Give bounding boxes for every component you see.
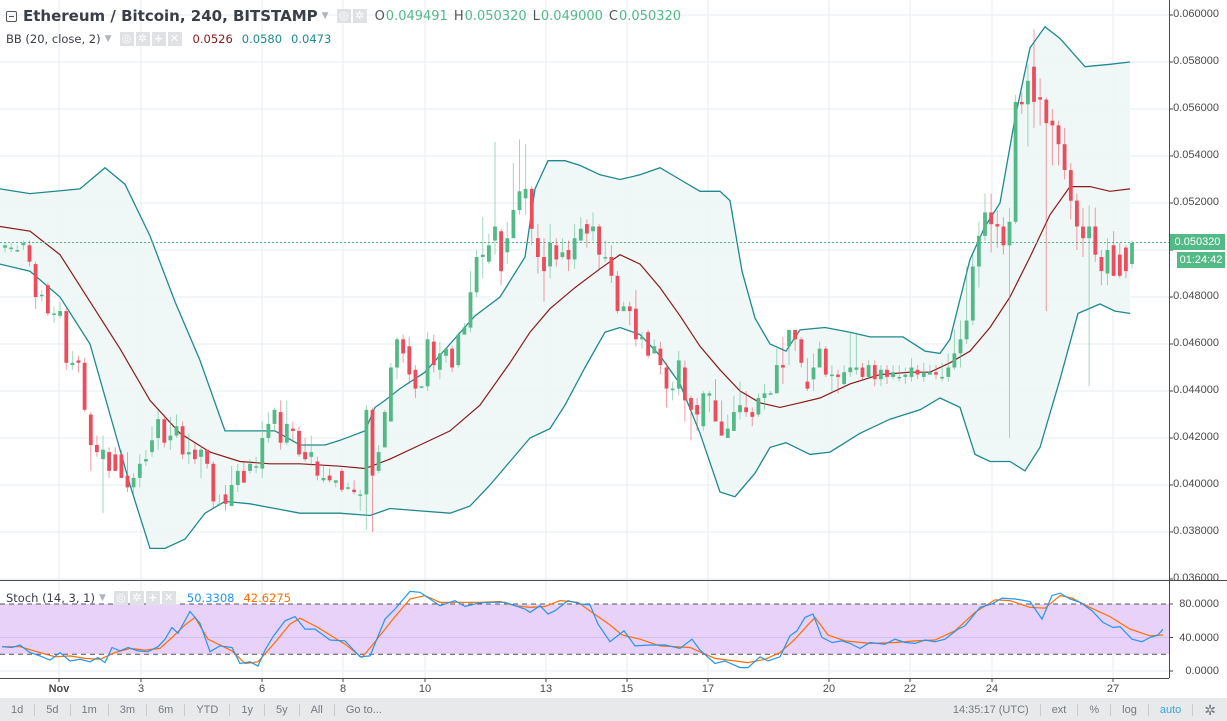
chevron-down-icon[interactable]: ▼ <box>321 11 329 21</box>
chart-canvas[interactable] <box>0 0 1227 698</box>
price-axis-label: 0.036000 <box>1173 572 1219 584</box>
price-axis-label: 0.042000 <box>1173 431 1219 443</box>
scale-controls: 14:35:17 (UTC) ext % log auto ✲ <box>942 703 1227 717</box>
price-axis-label: 0.048000 <box>1173 290 1219 302</box>
auto-scale-toggle[interactable]: auto <box>1147 703 1192 716</box>
low-label: L <box>532 8 540 24</box>
close-label: C <box>608 8 618 24</box>
price-axis-label: 0.040000 <box>1173 478 1219 490</box>
range-5y[interactable]: 5y <box>265 703 300 716</box>
price-axis-label: 0.056000 <box>1173 102 1219 114</box>
range-1d[interactable]: 1d <box>0 703 36 716</box>
time-axis-label: 13 <box>539 683 553 695</box>
low-value: 0.049000 <box>540 8 603 24</box>
eye-icon[interactable]: ◎ <box>119 32 134 46</box>
price-axis-label: 0.038000 <box>1173 525 1219 537</box>
symbol-title[interactable]: Ethereum / Bitcoin, 240, BITSTAMP <box>23 7 318 25</box>
range-all[interactable]: All <box>300 703 335 716</box>
gear-icon[interactable]: ✲ <box>129 591 144 605</box>
time-axis-label: 27 <box>1106 683 1120 695</box>
stoch-d-value: 42.6275 <box>243 591 292 605</box>
gear-icon[interactable]: ✲ <box>352 9 367 23</box>
chevron-down-icon[interactable]: ▼ <box>104 34 112 44</box>
price-axis-label: 0.044000 <box>1173 384 1219 396</box>
current-price-tag: 0.050320 <box>1170 234 1225 250</box>
open-value: 0.049491 <box>385 8 448 24</box>
price-axis-label: 0.058000 <box>1173 55 1219 67</box>
bb-upper-value: 0.0580 <box>241 32 283 46</box>
time-axis-label: 17 <box>701 683 715 695</box>
stoch-legend: Stoch (14, 3, 1) ▼ ◎ ✲ + ✕ 50.3308 42.62… <box>6 591 291 605</box>
range-ytd[interactable]: YTD <box>185 703 231 716</box>
price-axis-label: 0.052000 <box>1173 196 1219 208</box>
extended-hours-toggle[interactable]: ext <box>1039 703 1078 716</box>
eye-icon[interactable]: ◎ <box>113 591 128 605</box>
price-axis-label: 0.046000 <box>1173 337 1219 349</box>
utc-clock[interactable]: 14:35:17 (UTC) <box>952 703 1029 716</box>
high-label: H <box>453 8 464 24</box>
close-value: 0.050320 <box>619 8 682 24</box>
plus-icon[interactable]: + <box>145 591 160 605</box>
range-3m[interactable]: 3m <box>109 703 148 716</box>
time-axis-label: 24 <box>985 683 999 695</box>
bb-basis-value: 0.0526 <box>192 32 233 46</box>
time-axis-label: 20 <box>822 683 836 695</box>
stoch-axis-80: 80.0000 <box>1179 598 1219 610</box>
time-axis-label: Nov <box>48 683 70 695</box>
open-label: O <box>374 8 385 24</box>
time-axis-label: 15 <box>620 683 634 695</box>
time-axis-label: 22 <box>903 683 917 695</box>
high-value: 0.050320 <box>464 8 527 24</box>
bb-label[interactable]: BB (20, close, 2) <box>6 32 101 46</box>
gear-icon[interactable]: ✲ <box>135 32 150 46</box>
stoch-axis-40: 40.0000 <box>1179 632 1219 644</box>
bb-legend: BB (20, close, 2) ▼ ◎ ✲ + ✕ 0.0526 0.058… <box>6 32 331 46</box>
time-axis-label: 3 <box>137 683 145 695</box>
percent-scale-toggle[interactable]: % <box>1077 703 1110 716</box>
stoch-label[interactable]: Stoch (14, 3, 1) <box>6 591 95 605</box>
symbol-legend: Ethereum / Bitcoin, 240, BITSTAMP ▼ ◎ ✲ … <box>6 7 681 25</box>
eye-icon[interactable]: ◎ <box>336 9 351 23</box>
close-icon[interactable]: ✕ <box>167 32 182 46</box>
price-axis-label: 0.054000 <box>1173 149 1219 161</box>
plus-icon[interactable]: + <box>151 32 166 46</box>
time-axis-label: 10 <box>418 683 432 695</box>
gear-icon[interactable]: ✲ <box>1192 703 1227 717</box>
stoch-axis-0: 0.0000 <box>1185 665 1219 677</box>
chevron-down-icon[interactable]: ▼ <box>98 593 106 603</box>
candles <box>3 29 1134 532</box>
log-scale-toggle[interactable]: log <box>1110 703 1148 716</box>
stoch-k-value: 50.3308 <box>186 591 235 605</box>
range-1y[interactable]: 1y <box>230 703 265 716</box>
collapse-icon[interactable] <box>6 10 17 22</box>
range-6m[interactable]: 6m <box>147 703 186 716</box>
price-axis-label: 0.060000 <box>1173 8 1219 20</box>
time-axis-label: 8 <box>339 683 347 695</box>
range-5d[interactable]: 5d <box>35 703 71 716</box>
range-1m[interactable]: 1m <box>71 703 109 716</box>
goto-date-button[interactable]: Go to... <box>345 703 382 716</box>
bar-countdown: 01:24:42 <box>1177 252 1225 268</box>
close-icon[interactable]: ✕ <box>161 591 176 605</box>
bb-lower-value: 0.0473 <box>291 32 332 46</box>
time-axis-label: 6 <box>258 683 266 695</box>
bottom-toolbar: 1d 5d 1m 3m 6m YTD 1y 5y All Go to... 14… <box>0 698 1227 721</box>
